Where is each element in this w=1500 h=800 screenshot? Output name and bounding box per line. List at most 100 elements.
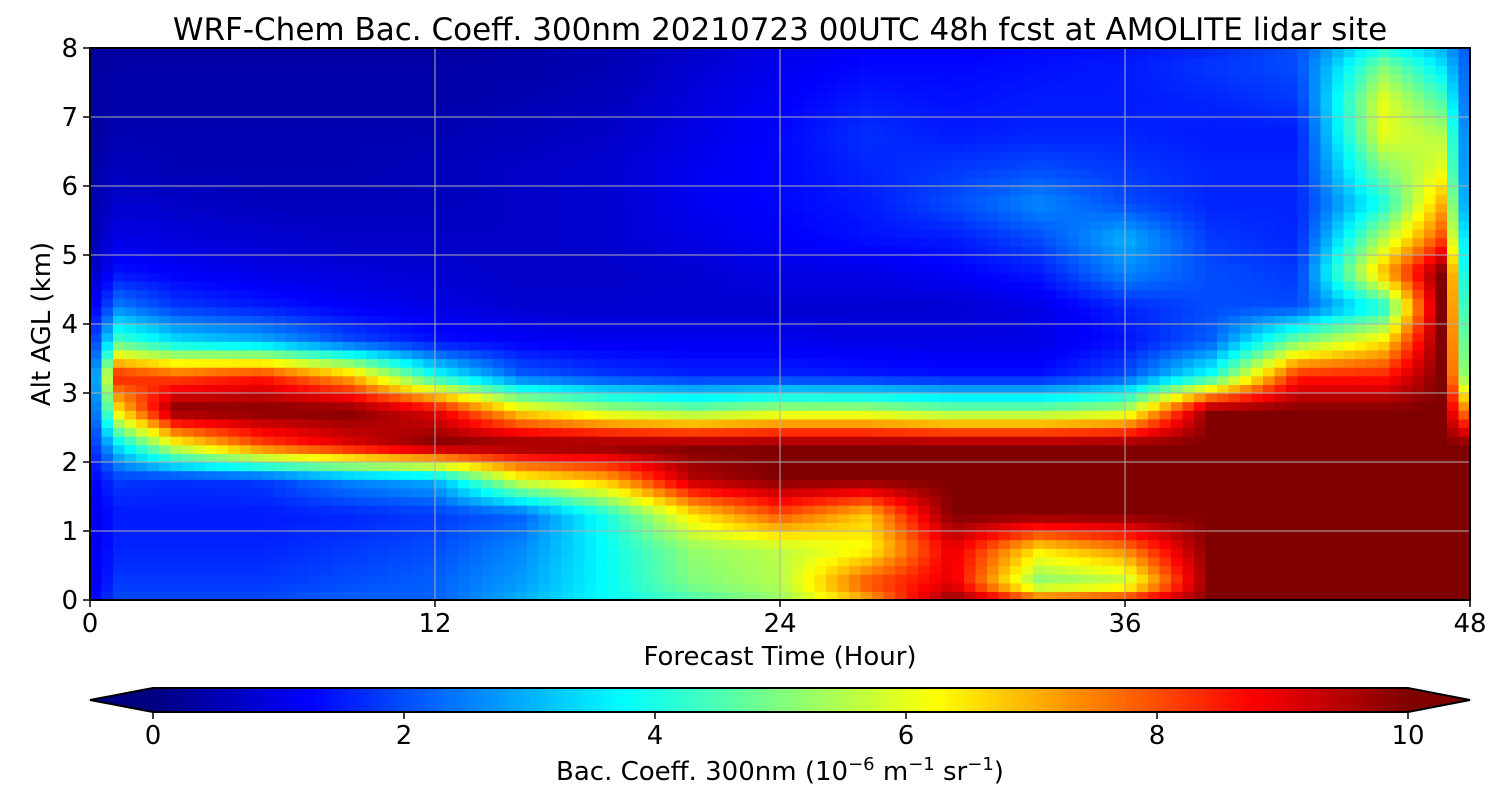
heatmap-cell (538, 315, 551, 325)
heatmap-cell (182, 496, 195, 506)
heatmap-cell (354, 91, 367, 101)
heatmap-cell (596, 237, 609, 247)
heatmap-cell (561, 298, 574, 308)
heatmap-cell (297, 82, 310, 92)
heatmap-cell (803, 548, 816, 558)
heatmap-cell (584, 505, 597, 515)
heatmap-cell (860, 531, 873, 541)
heatmap-cell (136, 539, 149, 549)
heatmap-cell (136, 565, 149, 575)
heatmap-cell (205, 384, 218, 394)
heatmap-cell (584, 548, 597, 558)
heatmap-cell (159, 341, 172, 351)
heatmap-cell (90, 375, 103, 385)
heatmap-cell (389, 91, 402, 101)
heatmap-cell (504, 332, 517, 342)
heatmap-cell (975, 168, 988, 178)
heatmap-cell (734, 574, 747, 584)
heatmap-cell (527, 272, 540, 282)
heatmap-cell (814, 393, 827, 403)
heatmap-cell (90, 48, 103, 58)
heatmap-cell (676, 315, 689, 325)
heatmap-cell (308, 91, 321, 101)
heatmap-cell (343, 263, 356, 273)
heatmap-cell (918, 186, 931, 196)
heatmap-cell (734, 272, 747, 282)
heatmap-cell (596, 298, 609, 308)
heatmap-cell (550, 108, 563, 118)
heatmap-cell (883, 410, 896, 420)
heatmap-cell (446, 574, 459, 584)
heatmap-cell (745, 349, 758, 360)
heatmap-cell (837, 487, 850, 498)
heatmap-cell (619, 556, 632, 567)
heatmap-cell (193, 574, 206, 584)
heatmap-cell (446, 289, 459, 299)
heatmap-cell (205, 203, 218, 213)
heatmap-cell (642, 436, 655, 446)
heatmap-cell (113, 401, 126, 411)
heatmap-cell (389, 298, 402, 308)
heatmap-cell (308, 574, 321, 584)
heatmap-cell (297, 349, 310, 360)
heatmap-cell (619, 73, 632, 84)
heatmap-cell (331, 556, 344, 567)
heatmap-cell (446, 427, 459, 437)
heatmap-cell (699, 151, 712, 161)
heatmap-cell (872, 306, 885, 316)
heatmap-cell (768, 375, 781, 385)
heatmap-cell (975, 556, 988, 567)
heatmap-cell (412, 479, 425, 489)
heatmap-cell (596, 496, 609, 506)
heatmap-cell (711, 220, 724, 230)
heatmap-cell (619, 453, 632, 463)
heatmap-cell (929, 142, 942, 153)
heatmap-cell (377, 418, 390, 429)
heatmap-cell (101, 220, 114, 230)
heatmap-cell (711, 479, 724, 489)
heatmap-cell (814, 272, 827, 282)
heatmap-cell (239, 565, 252, 575)
heatmap-cell (297, 375, 310, 385)
heatmap-cell (262, 160, 275, 170)
heatmap-cell (90, 73, 103, 84)
heatmap-cell (297, 565, 310, 575)
heatmap-cell (826, 117, 839, 127)
heatmap-cell (354, 324, 367, 334)
heatmap-cell (366, 453, 379, 463)
heatmap-cell (159, 410, 172, 420)
heatmap-cell (366, 220, 379, 230)
heatmap-cell (768, 91, 781, 101)
heatmap-cell (757, 531, 770, 541)
heatmap-cell (297, 160, 310, 170)
heatmap-cell (780, 280, 793, 291)
heatmap-cell (642, 556, 655, 567)
heatmap-cell (906, 56, 919, 66)
heatmap-cell (504, 574, 517, 584)
heatmap-cell (596, 142, 609, 153)
heatmap-cell (435, 255, 448, 265)
heatmap-cell (285, 229, 298, 239)
heatmap-cell (918, 548, 931, 558)
heatmap-cell (941, 203, 954, 213)
heatmap-cell (274, 324, 287, 334)
heatmap-cell (515, 358, 528, 368)
heatmap-cell (228, 211, 241, 222)
heatmap-cell (147, 496, 160, 506)
heatmap-cell (343, 203, 356, 213)
heatmap-cell (170, 99, 183, 109)
heatmap-cell (239, 220, 252, 230)
heatmap-cell (538, 220, 551, 230)
heatmap-cell (285, 186, 298, 196)
heatmap-cell (826, 306, 839, 316)
heatmap-cell (101, 246, 114, 256)
heatmap-cell (331, 194, 344, 204)
heatmap-cell (101, 289, 114, 299)
heatmap-cell (423, 505, 436, 515)
heatmap-cell (688, 505, 701, 515)
heatmap-cell (274, 462, 287, 472)
heatmap-cell (573, 220, 586, 230)
heatmap-cell (619, 444, 632, 454)
heatmap-cell (308, 246, 321, 256)
heatmap-cell (515, 298, 528, 308)
